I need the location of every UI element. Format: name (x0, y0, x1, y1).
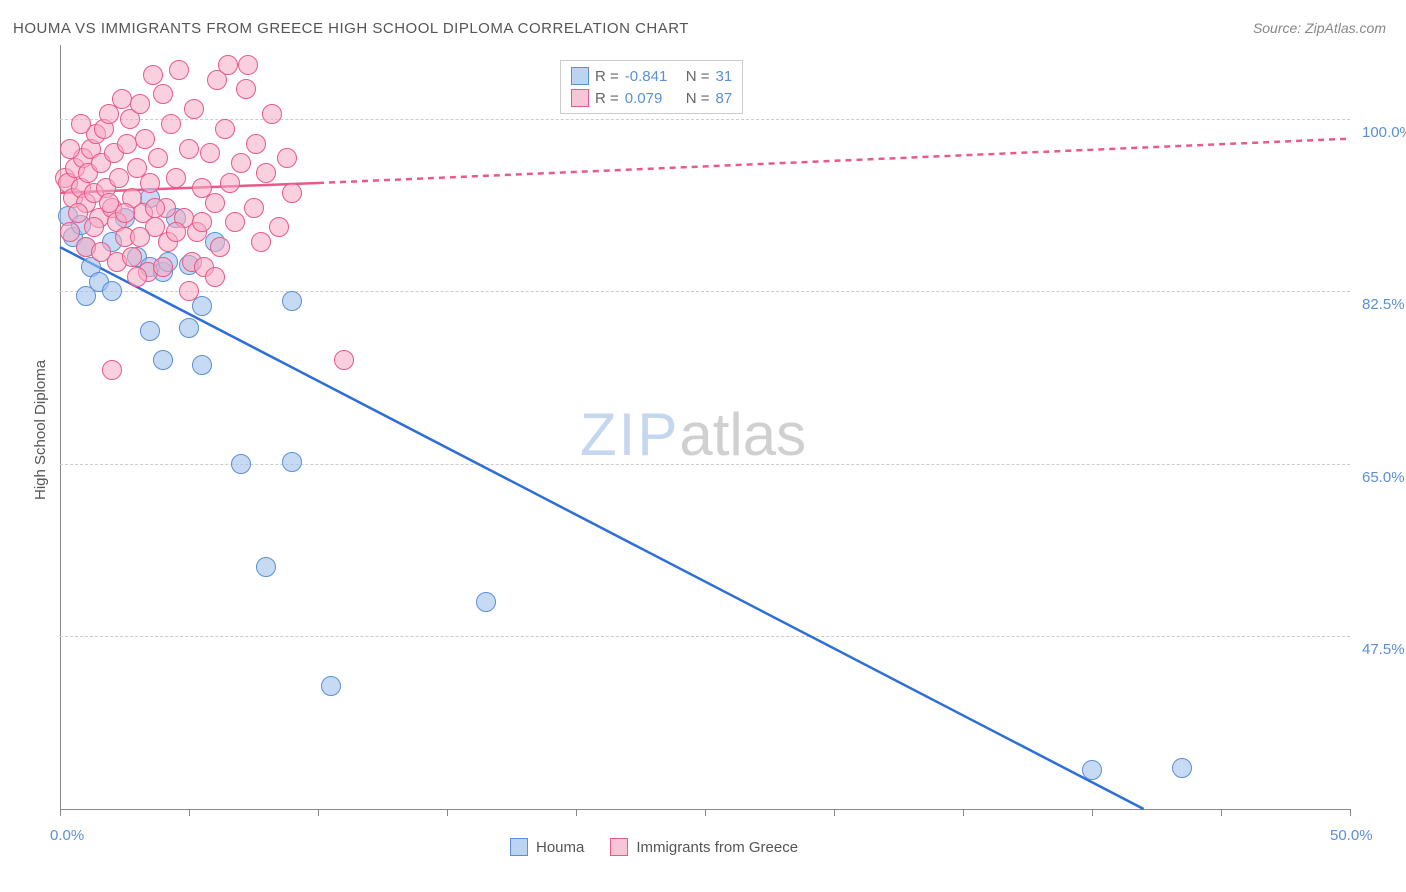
data-point (1172, 758, 1192, 778)
x-tick (1350, 809, 1351, 816)
data-point (236, 79, 256, 99)
trend-lines-layer (60, 45, 1350, 809)
x-tick (1092, 809, 1093, 816)
x-tick (705, 809, 706, 816)
legend-stat-row: R = 0.079 N = 87 (571, 87, 732, 109)
data-point (231, 454, 251, 474)
x-tick (834, 809, 835, 816)
data-point (102, 360, 122, 380)
data-point (218, 55, 238, 75)
data-point (476, 592, 496, 612)
data-point (102, 281, 122, 301)
data-point (145, 198, 165, 218)
n-label: N = (686, 68, 710, 85)
n-value: 87 (716, 90, 733, 107)
r-value: 0.079 (625, 90, 680, 107)
data-point (1082, 760, 1102, 780)
data-point (215, 119, 235, 139)
n-label: N = (686, 90, 710, 107)
data-point (321, 676, 341, 696)
data-point (205, 193, 225, 213)
data-point (205, 267, 225, 287)
data-point (143, 65, 163, 85)
legend-label: Immigrants from Greece (636, 839, 798, 856)
x-tick (1221, 809, 1222, 816)
n-value: 31 (716, 68, 733, 85)
data-point (210, 237, 230, 257)
correlation-legend: R = -0.841 N = 31 R = 0.079 N = 87 (560, 60, 743, 114)
x-tick-label: 0.0% (50, 827, 84, 844)
chart-title: HOUMA VS IMMIGRANTS FROM GREECE HIGH SCH… (13, 20, 689, 37)
data-point (68, 203, 88, 223)
data-point (115, 203, 135, 223)
data-point (71, 114, 91, 134)
legend-label: Houma (536, 839, 584, 856)
r-value: -0.841 (625, 68, 680, 85)
data-point (127, 267, 147, 287)
source-attribution: Source: ZipAtlas.com (1253, 20, 1386, 36)
data-point (179, 318, 199, 338)
data-point (130, 94, 150, 114)
trend-line (60, 247, 1144, 809)
legend-swatch (610, 838, 628, 856)
data-point (282, 183, 302, 203)
r-label: R = (595, 90, 619, 107)
data-point (153, 257, 173, 277)
y-tick-label: 82.5% (1362, 296, 1405, 313)
data-point (231, 153, 251, 173)
x-tick (189, 809, 190, 816)
data-point (192, 296, 212, 316)
data-point (112, 89, 132, 109)
data-point (246, 134, 266, 154)
x-tick (447, 809, 448, 816)
x-tick (963, 809, 964, 816)
data-point (179, 139, 199, 159)
trend-line-extension (318, 139, 1350, 183)
scatter-plot-area: 47.5%65.0%82.5%100.0%0.0%50.0% (60, 45, 1350, 809)
y-axis-label: High School Diploma (32, 360, 49, 500)
y-tick-label: 47.5% (1362, 641, 1405, 658)
x-tick (60, 809, 61, 816)
data-point (60, 139, 80, 159)
legend-swatch (571, 89, 589, 107)
x-tick (576, 809, 577, 816)
data-point (161, 114, 181, 134)
data-point (262, 104, 282, 124)
y-tick-label: 100.0% (1362, 124, 1406, 141)
data-point (244, 198, 264, 218)
legend-stat-row: R = -0.841 N = 31 (571, 65, 732, 87)
data-point (200, 143, 220, 163)
series-legend: Houma Immigrants from Greece (510, 838, 816, 856)
data-point (117, 134, 137, 154)
data-point (135, 129, 155, 149)
legend-swatch (571, 67, 589, 85)
data-point (84, 217, 104, 237)
x-tick (318, 809, 319, 816)
legend-swatch (510, 838, 528, 856)
y-tick-label: 65.0% (1362, 469, 1405, 486)
data-point (238, 55, 258, 75)
data-point (169, 60, 189, 80)
x-tick-label: 50.0% (1330, 827, 1373, 844)
r-label: R = (595, 68, 619, 85)
